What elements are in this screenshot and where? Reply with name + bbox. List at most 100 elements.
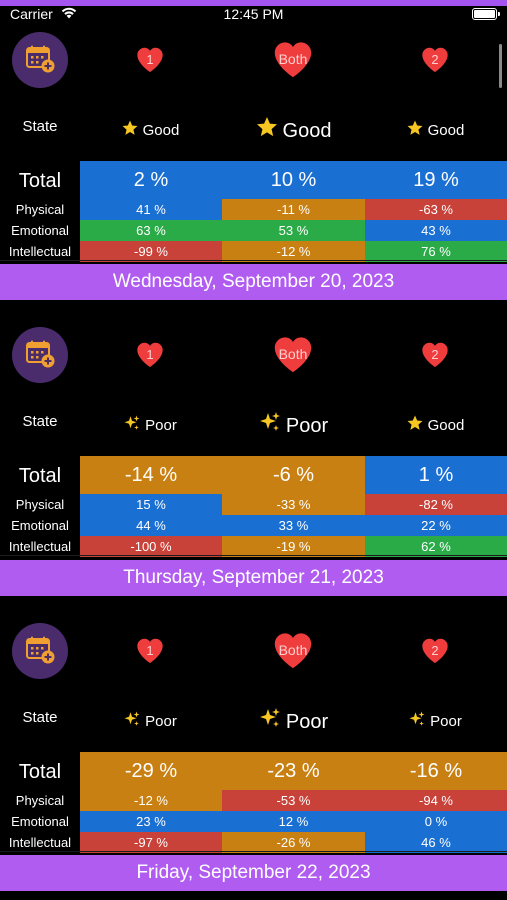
percent-cell: -6 %	[222, 456, 365, 494]
percent-cell: -12 %	[80, 790, 222, 811]
percent-cell: -19 %	[222, 536, 365, 557]
row-label: Total	[18, 761, 62, 783]
row-physical: Physical 41 % -11 % -63 %	[0, 199, 507, 220]
percent-cell: -82 %	[365, 494, 507, 515]
state-text: Poor	[145, 417, 177, 434]
heart-label: 2	[431, 643, 439, 658]
percent-cell: -97 %	[80, 832, 222, 853]
sparkles-icon	[258, 410, 282, 440]
divider	[0, 555, 507, 556]
row-label: Emotional	[11, 814, 69, 829]
heart-icon	[137, 638, 163, 663]
heart-person-1[interactable]: 1	[134, 339, 166, 371]
row-label: Physical	[15, 497, 65, 512]
state-value: Poor	[223, 706, 363, 736]
star-icon	[255, 115, 279, 145]
scroll-indicator[interactable]	[499, 44, 502, 88]
row-emotional: Emotional 23 % 12 % 0 %	[0, 811, 507, 832]
row-physical: Physical -12 % -53 % -94 %	[0, 790, 507, 811]
percent-cell: 41 %	[80, 199, 222, 220]
heart-person-2[interactable]: Both	[270, 628, 316, 674]
row-label: Intellectual	[8, 835, 72, 850]
heart-icon	[422, 638, 448, 663]
row-label: Total	[18, 465, 62, 487]
divider	[0, 260, 507, 261]
percent-cell: 1 %	[365, 456, 507, 494]
state-text: Poor	[285, 415, 329, 437]
state-text: Good	[142, 122, 180, 139]
row-total: Total -29 % -23 % -16 %	[0, 752, 507, 790]
row-intellectual: Intellectual -100 % -19 % 62 %	[0, 536, 507, 557]
add-to-calendar-button[interactable]	[12, 327, 68, 383]
state-value: Poor	[80, 710, 220, 732]
star-icon	[406, 119, 424, 141]
date-banner: Wednesday, September 20, 2023	[0, 264, 507, 300]
state-label: State	[22, 413, 58, 430]
percent-cell: 53 %	[222, 220, 365, 241]
state-text: Poor	[430, 713, 462, 730]
percent-cell: -33 %	[222, 494, 365, 515]
row-label: Intellectual	[8, 244, 72, 259]
percent-cell: -16 %	[365, 752, 507, 790]
add-to-calendar-button[interactable]	[12, 623, 68, 679]
state-value: Good	[223, 115, 363, 145]
row-total: Total 2 % 10 % 19 %	[0, 161, 507, 199]
row-emotional: Emotional 44 % 33 % 22 %	[0, 515, 507, 536]
state-value: Poor	[365, 710, 505, 732]
heart-icon	[422, 342, 448, 367]
heart-person-3[interactable]: 2	[419, 635, 451, 667]
heart-person-2[interactable]: Both	[270, 37, 316, 83]
percent-cell: 19 %	[365, 161, 507, 199]
state-label: State	[22, 709, 58, 726]
row-intellectual: Intellectual -97 % -26 % 46 %	[0, 832, 507, 853]
percent-cell: 33 %	[222, 515, 365, 536]
row-label: Physical	[15, 202, 65, 217]
percent-cell: -29 %	[80, 752, 222, 790]
state-text: Good	[427, 417, 465, 434]
percent-cell: 2 %	[80, 161, 222, 199]
heart-person-3[interactable]: 2	[419, 44, 451, 76]
heart-label: Both	[278, 346, 308, 362]
top-accent-bar	[0, 0, 507, 6]
heart-label: 1	[146, 347, 154, 362]
percent-cell: -26 %	[222, 832, 365, 853]
heart-label: 1	[146, 643, 154, 658]
date-banner: Thursday, September 21, 2023	[0, 560, 507, 596]
star-icon	[121, 119, 139, 141]
heart-icon	[274, 42, 312, 78]
battery-icon	[472, 8, 500, 20]
heart-icon	[137, 342, 163, 367]
heart-icon	[274, 633, 312, 669]
heart-person-3[interactable]: 2	[419, 339, 451, 371]
add-to-calendar-button[interactable]	[12, 32, 68, 88]
heart-person-1[interactable]: 1	[134, 44, 166, 76]
day-card: 1 Both 2 State Good Good Good Total 2 % 10 % 19 % P…	[0, 24, 507, 280]
percent-cell: 10 %	[222, 161, 365, 199]
state-value: Poor	[223, 410, 363, 440]
heart-label: 2	[431, 52, 439, 67]
percent-cell: -12 %	[222, 241, 365, 262]
percent-cell: 12 %	[222, 811, 365, 832]
sparkles-icon	[123, 414, 141, 436]
percent-cell: -14 %	[80, 456, 222, 494]
percent-cell: 63 %	[80, 220, 222, 241]
percent-cell: -94 %	[365, 790, 507, 811]
percent-cell: 46 %	[365, 832, 507, 853]
percent-cell: 44 %	[80, 515, 222, 536]
heart-person-2[interactable]: Both	[270, 332, 316, 378]
heart-label: 2	[431, 347, 439, 362]
heart-person-1[interactable]: 1	[134, 635, 166, 667]
percent-cell: -99 %	[80, 241, 222, 262]
percent-cell: 15 %	[80, 494, 222, 515]
clock: 12:45 PM	[223, 6, 284, 22]
state-text: Poor	[285, 711, 329, 733]
day-card: 1 Both 2 State Poor Poor Good Total -14 % -6 % 1 %…	[0, 319, 507, 575]
sparkles-icon	[123, 710, 141, 732]
sparkles-icon	[408, 710, 426, 732]
wifi-icon	[61, 7, 77, 19]
row-emotional: Emotional 63 % 53 % 43 %	[0, 220, 507, 241]
state-value: Good	[365, 414, 505, 436]
divider	[0, 851, 507, 852]
status-bar: Carrier 12:45 PM	[0, 6, 507, 24]
heart-label: Both	[278, 642, 308, 658]
